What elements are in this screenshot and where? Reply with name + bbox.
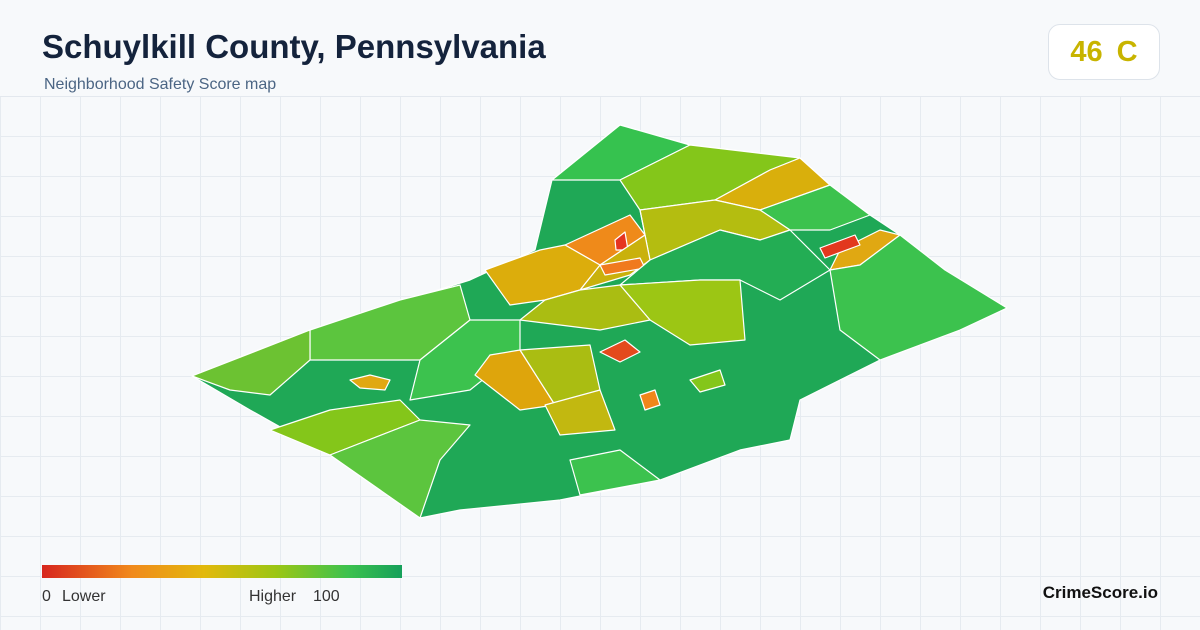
legend-gradient [42, 565, 402, 578]
score-badge: 46 C [1048, 24, 1160, 80]
regions [191, 124, 1008, 519]
subtitle: Neighborhood Safety Score map [44, 76, 277, 93]
region [484, 244, 601, 306]
region [829, 234, 1008, 361]
region [519, 284, 651, 331]
region [191, 329, 311, 396]
brand: CrimeScore.io [1042, 583, 1158, 602]
grade: C [1116, 35, 1138, 68]
region [349, 374, 391, 391]
region [269, 399, 421, 456]
region [599, 339, 641, 363]
region [329, 419, 471, 519]
legend-min: 0 [42, 588, 51, 605]
legend-max-label: Higher [249, 588, 297, 605]
region [819, 234, 861, 259]
region [569, 449, 661, 496]
legend-min-label: Lower [62, 588, 106, 605]
legend-max: 100 [313, 588, 340, 605]
score: 46 [1070, 35, 1103, 68]
region [639, 389, 661, 411]
region [689, 369, 726, 393]
region [544, 389, 616, 436]
header: Schuylkill County, Pennsylvania Neighbor… [0, 0, 1200, 97]
title: Schuylkill County, Pennsylvania [42, 28, 546, 65]
